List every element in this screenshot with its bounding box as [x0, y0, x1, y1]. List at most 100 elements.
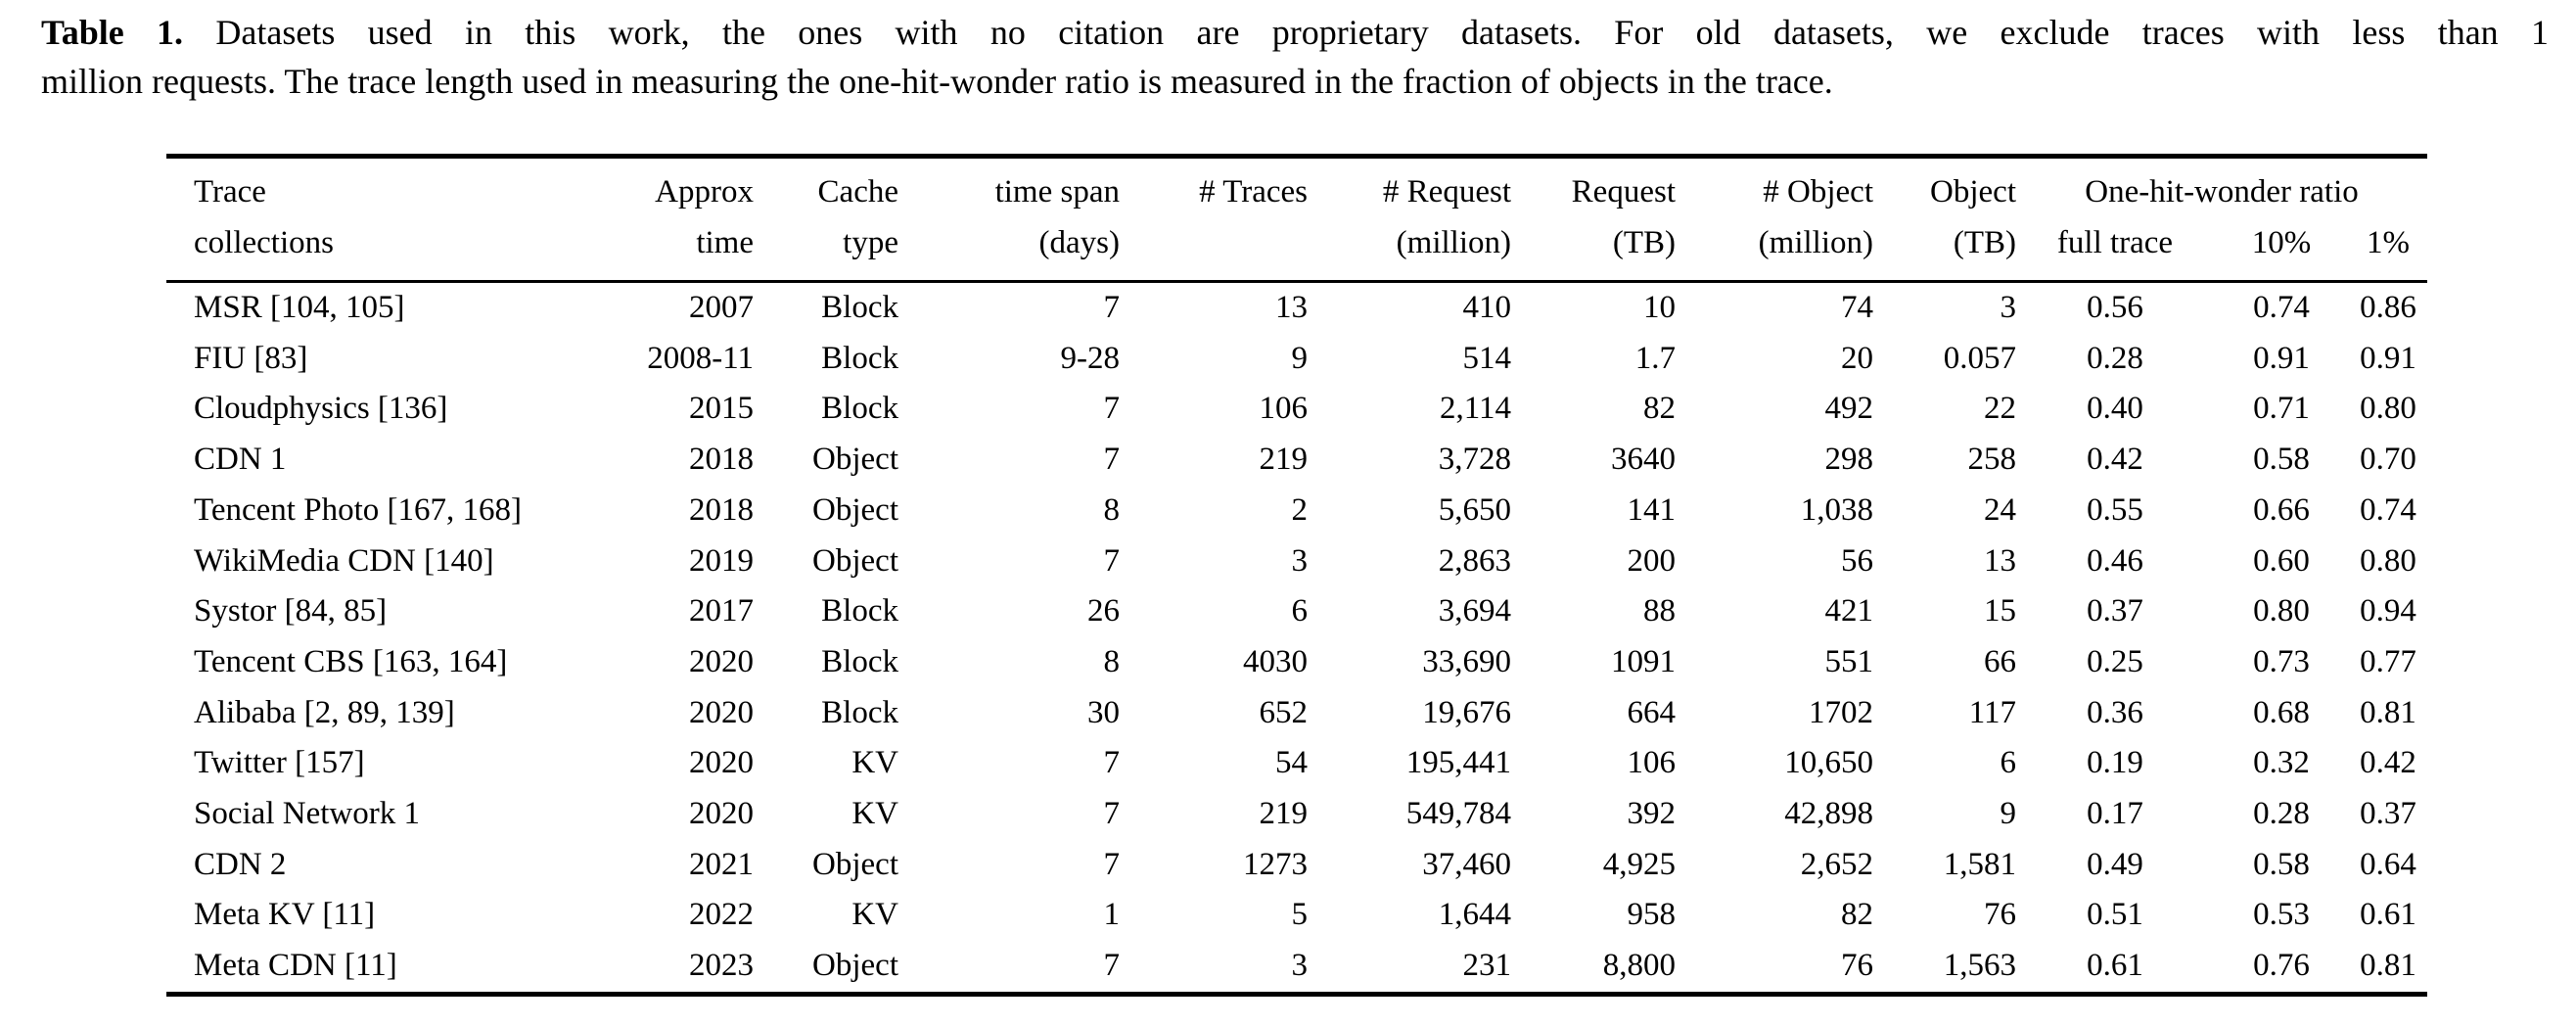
cell-cache-type: KV — [851, 745, 898, 781]
cell-ohw-full-trace: 0.25 — [2087, 643, 2143, 679]
cell-approx-time: 2021 — [689, 846, 754, 882]
cell-request-tb: 4,925 — [1602, 846, 1676, 882]
cell-trace-collection: Meta KV [11] — [194, 897, 376, 933]
cell-num-traces: 2 — [1291, 491, 1309, 528]
datasets-table-wrap: Trace Approx Cache time span # Traces # … — [166, 154, 2428, 997]
cell-request-tb: 141 — [1627, 491, 1677, 528]
cell-time-span-days: 7 — [1103, 290, 1121, 325]
cell-approx-time: 2020 — [689, 694, 754, 730]
cell-trace-collection: Meta CDN [11] — [194, 948, 397, 984]
cell-trace-collection: FIU [83] — [194, 340, 308, 376]
cell-ohw-10pct: 0.80 — [2253, 593, 2310, 630]
cell-num-traces: 1273 — [1243, 846, 1308, 882]
cell-approx-time: 2015 — [689, 391, 754, 427]
cell-time-span-days: 7 — [1103, 948, 1121, 984]
cell-num-object-million: 1,038 — [1800, 491, 1873, 528]
cell-num-traces: 219 — [1259, 442, 1309, 478]
cell-trace-collection: Social Network 1 — [194, 796, 420, 832]
header-request-million: (million) — [1396, 225, 1511, 260]
cell-num-object-million: 492 — [1824, 391, 1874, 427]
cell-ohw-full-trace: 0.55 — [2087, 491, 2143, 528]
cell-approx-time: 2018 — [689, 442, 754, 478]
cell-approx-time: 2023 — [689, 948, 754, 984]
cell-object-tb: 76 — [1984, 897, 2016, 933]
cell-object-tb: 9 — [2000, 796, 2017, 832]
cell-cache-type: Object — [812, 491, 898, 528]
cell-cache-type: KV — [851, 897, 898, 933]
cell-approx-time: 2017 — [689, 593, 754, 630]
header-row-1: Trace Approx Cache time span # Traces # … — [166, 157, 2427, 218]
cell-num-request-million: 410 — [1462, 290, 1512, 325]
header-request-tb-unit: (TB) — [1612, 225, 1676, 260]
cell-trace-collection: Cloudphysics [136] — [194, 391, 448, 427]
cell-ohw-1pct: 0.81 — [2360, 948, 2416, 984]
table-row: Alibaba [2, 89, 139] 2020 Block 30 652 19,676… — [166, 688, 2427, 739]
table-row: Twitter [157] 2020 KV 7 54 195,441 106 10,650 6 0… — [166, 738, 2427, 789]
cell-num-request-million: 3,694 — [1438, 593, 1511, 630]
cell-num-object-million: 10,650 — [1784, 745, 1873, 781]
cell-request-tb: 958 — [1627, 897, 1677, 933]
cell-num-request-million: 37,460 — [1422, 846, 1511, 882]
cell-num-object-million: 20 — [1841, 340, 1873, 376]
header-row-2: collections time type (days) (million) (… — [166, 217, 2427, 282]
cell-approx-time: 2020 — [689, 796, 754, 832]
table-row: CDN 2 2021 Object 7 1273 37,460 4,925 2,652 1,58… — [166, 840, 2427, 891]
cell-cache-type: Block — [821, 391, 898, 427]
header-type: type — [843, 225, 898, 260]
cell-ohw-1pct: 0.80 — [2360, 542, 2416, 579]
table-row: FIU [83] 2008-11 Block 9-28 9 514 1.7 20 0.057 0.… — [166, 334, 2427, 385]
cell-trace-collection: Twitter [157] — [194, 745, 365, 781]
cell-num-request-million: 19,676 — [1422, 694, 1511, 730]
cell-ohw-10pct: 0.74 — [2253, 290, 2310, 325]
cell-time-span-days: 8 — [1103, 643, 1121, 679]
table-caption: Table 1. Datasets used in this work, the… — [41, 8, 2549, 106]
cell-time-span-days: 7 — [1103, 542, 1121, 579]
cell-ohw-full-trace: 0.49 — [2087, 846, 2143, 882]
cell-cache-type: Block — [821, 694, 898, 730]
caption-line-1-text: Datasets used in this work, the ones wit… — [215, 13, 2550, 52]
cell-time-span-days: 8 — [1103, 491, 1121, 528]
cell-time-span-days: 7 — [1103, 846, 1121, 882]
header-collections: collections — [194, 225, 334, 260]
cell-object-tb: 258 — [1967, 442, 2017, 478]
cell-approx-time: 2022 — [689, 897, 754, 933]
table-row: Social Network 1 2020 KV 7 219 549,784 392 42,8… — [166, 789, 2427, 840]
cell-object-tb: 1,563 — [1943, 948, 2016, 984]
table-row: MSR [104, 105] 2007 Block 7 13 410 10 74 3 0.56 0.… — [166, 282, 2427, 334]
cell-cache-type: KV — [851, 796, 898, 832]
header-approx: Approx — [655, 174, 754, 210]
header-one-hit-wonder: One-hit-wonder ratio — [2085, 174, 2359, 210]
cell-cache-type: Block — [821, 290, 898, 325]
cell-ohw-1pct: 0.74 — [2360, 491, 2416, 528]
cell-num-traces: 6 — [1291, 593, 1309, 630]
cell-trace-collection: CDN 2 — [194, 846, 287, 882]
header-1pct: 1% — [2367, 225, 2411, 260]
cell-approx-time: 2019 — [689, 542, 754, 579]
cell-num-request-million: 5,650 — [1438, 491, 1511, 528]
cell-approx-time: 2008-11 — [647, 340, 754, 376]
cell-cache-type: Block — [821, 643, 898, 679]
table-row: CDN 1 2018 Object 7 219 3,728 3640 298 258 0.42 0.… — [166, 435, 2427, 486]
cell-cache-type: Object — [812, 542, 898, 579]
cell-ohw-10pct: 0.73 — [2253, 643, 2310, 679]
cell-approx-time: 2020 — [689, 745, 754, 781]
cell-object-tb: 0.057 — [1943, 340, 2016, 376]
cell-cache-type: Object — [812, 948, 898, 984]
cell-ohw-10pct: 0.28 — [2253, 796, 2310, 832]
cell-object-tb: 117 — [1968, 694, 2016, 730]
caption-line-1: Table 1. Datasets used in this work, the… — [41, 8, 2549, 57]
cell-ohw-10pct: 0.58 — [2253, 442, 2310, 478]
cell-time-span-days: 26 — [1087, 593, 1120, 630]
cell-num-request-million: 231 — [1462, 948, 1512, 984]
cell-trace-collection: CDN 1 — [194, 442, 287, 478]
header-10pct: 10% — [2251, 225, 2312, 260]
header-request-tb: Request — [1571, 174, 1676, 210]
cell-ohw-1pct: 0.80 — [2360, 391, 2416, 427]
cell-time-span-days: 30 — [1087, 694, 1120, 730]
caption-line-2: million requests. The trace length used … — [41, 62, 1833, 101]
cell-time-span-days: 7 — [1103, 391, 1121, 427]
cell-time-span-days: 7 — [1103, 442, 1121, 478]
table-row: Tencent CBS [163, 164] 2020 Block 8 4030 33,6… — [166, 637, 2427, 688]
header-time: time — [696, 225, 754, 260]
header-object-million: (million) — [1758, 225, 1873, 260]
